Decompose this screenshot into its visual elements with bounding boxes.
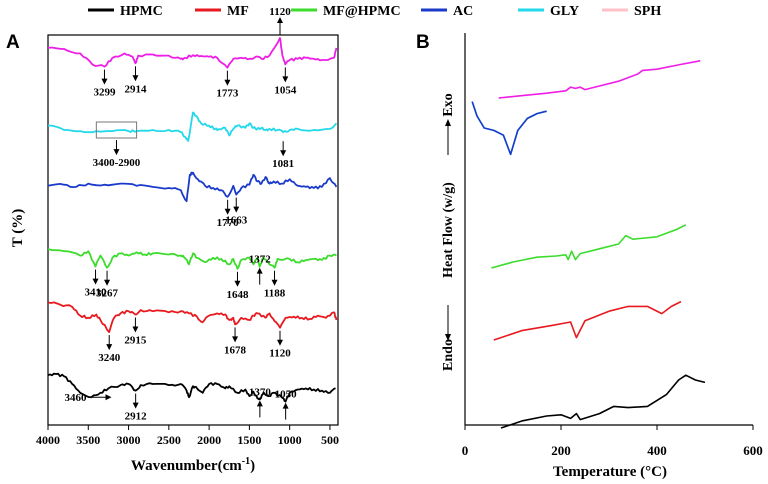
panel-a-annotation-label: 1372: [249, 254, 272, 266]
panel-b-series-ac: [471, 101, 547, 156]
panel-b-tick-label: 400: [647, 443, 667, 458]
panel-a-annotation-label: 3400-2900: [93, 157, 141, 169]
legend-label-hpmc: HPMC: [120, 4, 163, 19]
panel-a-annotation-label: 1054: [274, 84, 297, 96]
panel-b-ylabel-mid: Heat Flow (w/g): [441, 182, 456, 278]
panel-a-ylabel: T (%): [10, 209, 26, 247]
panel-a-annotation-arrowhead: [101, 78, 108, 85]
panel-a-label: A: [6, 32, 20, 53]
panel-a-annotation-arrowhead: [105, 394, 112, 401]
panel-a-annotation-arrowhead: [271, 279, 278, 286]
panel-b-series-mf: [493, 300, 682, 341]
panel-a-annotation-label: 3267: [96, 288, 119, 300]
panel-b-series: [471, 60, 706, 429]
panel-a-gly-region-box: [95, 121, 138, 139]
panel-a-series-mf-hpmc: [47, 248, 337, 270]
panel-a-gly-box: [95, 121, 138, 139]
panel-a-tick-label: 500: [321, 433, 339, 447]
panel-b-ylabel: Exo Heat Flow (w/g) Endo: [441, 93, 456, 371]
panel-a-annotation-label: 1050: [275, 389, 298, 401]
panel-a-annotation-arrowhead: [106, 344, 113, 351]
panel-a-series-ac: [47, 171, 338, 203]
panel-a-annotation-label: 3299: [93, 87, 116, 99]
panel-a-x-ticks: 4000 3500 3000 2500 2000 1500 1000 500: [36, 425, 339, 447]
panel-a-annotation-label: 3410: [85, 287, 108, 299]
panel-a-tick-label: 3500: [76, 433, 100, 447]
panel-a-series: [47, 37, 338, 403]
panel-a-series-sph: [47, 37, 338, 69]
panel-a-annotations: 3299 2914 1773 1120 1054 3400-2900 1081 1770166…: [65, 6, 298, 423]
panel-a-annotation-arrowhead: [224, 208, 231, 215]
panel-a-annotation-label: 3460: [65, 392, 88, 404]
panel-a-annotation-label: 2912: [125, 411, 148, 423]
legend-label-ac: AC: [453, 4, 473, 19]
legend-label-gly: GLY: [550, 4, 579, 19]
panel-a-tick-label: 2000: [197, 433, 221, 447]
panel-a-annotation-arrowhead: [113, 149, 120, 156]
panel-a-annotation-label: 1188: [264, 288, 286, 300]
panel-b-label: B: [416, 32, 430, 53]
panel-a-annotation-arrowhead: [233, 206, 240, 213]
panel-a-tick-label: 1500: [237, 433, 261, 447]
panel-a-annotation-arrowhead: [277, 17, 283, 23]
panel-b-ylabel-arrowhead-down: [445, 334, 451, 341]
legend-label-sph: SPH: [634, 4, 661, 19]
panel-a-annotation-arrowhead: [280, 150, 287, 157]
panel-b-tick-label: 0: [462, 443, 469, 458]
panel-a-annotation-arrowhead: [132, 75, 139, 82]
panel-a-annotation-label: 1773: [216, 88, 239, 100]
panel-b: B 0 200 400 600 Temperature (°C) Exo Heat F…: [416, 32, 763, 480]
panel-a-tick-label: 3000: [117, 433, 141, 447]
panel-a-annotation-label: 2914: [124, 83, 147, 95]
panel-a-tick-label: 1000: [278, 433, 302, 447]
panel-a-annotation-arrowhead: [132, 402, 139, 409]
panel-a-annotation-label: 1370: [249, 386, 272, 398]
panel-a-annotation-arrowhead: [256, 267, 263, 274]
panel-a-annotation-label: 1678: [224, 344, 247, 356]
panel-a-frame: [47, 34, 339, 426]
legend-label-mf: MF: [227, 4, 249, 19]
panel-b-series-mf-hpmc: [491, 224, 687, 269]
panel-b-series-hpmc: [500, 374, 706, 429]
panel-a-series-mf: [47, 301, 338, 333]
panel-a-tick-label: 4000: [36, 433, 60, 447]
panel-a-annotation-label: 1081: [272, 158, 294, 170]
panel-a-annotation-label: 2915: [124, 335, 147, 347]
panel-a-series-hpmc: [47, 372, 336, 403]
panel-a-annotation-label: 1120: [269, 6, 291, 18]
panel-a-annotation-arrowhead: [277, 339, 283, 346]
panel-a-annotation-label: 1648: [226, 289, 249, 301]
panel-a-annotation-arrowhead: [224, 79, 231, 86]
panel-a-annotation-arrowhead: [234, 280, 241, 287]
panel-a-annotation-arrowhead: [282, 76, 289, 83]
panel-a-annotation-arrowhead: [92, 278, 99, 285]
panel-b-ylabel-exo: Exo: [441, 93, 456, 116]
panel-a-annotation-arrowhead: [282, 402, 289, 409]
panel-a: A T (%) Wavenumber(cm-1) 4000 3500 3000 250…: [6, 6, 339, 474]
legend-label-mf-hpmc: MF@HPMC: [323, 4, 401, 19]
panel-a-series-gly: [48, 111, 338, 142]
legend: HPMC MF MF@HPMC AC GLY SPH: [88, 4, 661, 19]
panel-a-annotation-arrowhead: [132, 326, 139, 333]
panel-b-tick-label: 200: [551, 443, 571, 458]
panel-b-x-ticks: 0 200 400 600: [462, 425, 763, 458]
panel-b-series-sph: [498, 60, 701, 99]
panel-a-annotation-arrowhead: [256, 400, 263, 407]
panel-a-tick-label: 2500: [157, 433, 181, 447]
panel-a-annotation-label: 1770: [217, 217, 240, 229]
panel-a-annotation-label: 3240: [98, 352, 121, 364]
panel-a-annotation-arrowhead: [104, 279, 111, 286]
panel-a-annotation-label: 1663: [225, 215, 248, 227]
panel-b-ylabel-endo: Endo: [441, 339, 456, 371]
panel-a-xlabel: Wavenumber(cm-1): [131, 456, 255, 474]
panel-a-annotation-arrowhead: [232, 336, 239, 343]
panel-b-tick-label: 600: [743, 443, 763, 458]
panel-a-annotation-label: 1120: [269, 348, 291, 360]
panel-b-ylabel-arrowhead-up: [445, 119, 451, 126]
panel-b-xlabel: Temperature (°C): [553, 464, 667, 480]
